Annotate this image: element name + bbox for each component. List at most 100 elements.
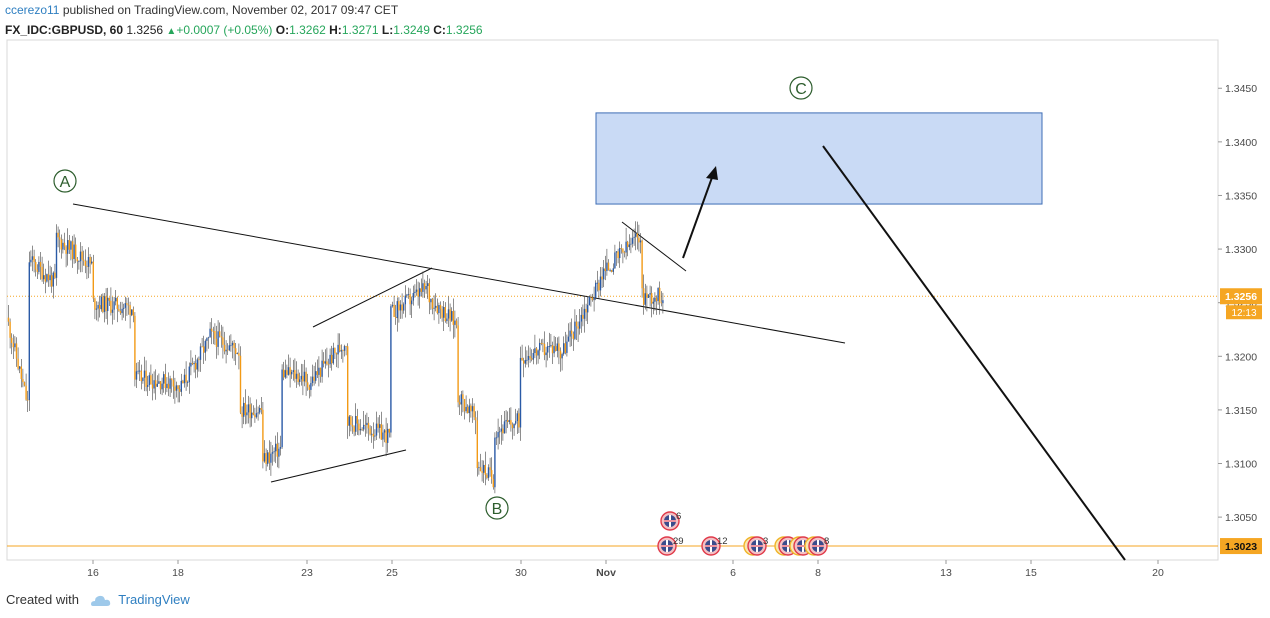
- candle-body: [403, 304, 405, 311]
- candle-body: [270, 453, 272, 463]
- candle-body: [68, 240, 70, 250]
- candle-body: [204, 340, 206, 353]
- candle-body: [299, 379, 301, 383]
- candle-body: [300, 375, 302, 380]
- candle-body: [534, 348, 536, 354]
- countdown-tag: [1226, 305, 1262, 320]
- candle-body: [44, 275, 46, 282]
- y-tick-label: 1.3400: [1225, 137, 1257, 149]
- candle-body: [155, 380, 157, 387]
- candle-body: [318, 367, 320, 375]
- event-count-label: 29: [673, 536, 684, 547]
- candle-body: [380, 424, 382, 440]
- trend-line: [312, 267, 433, 328]
- candle-body: [631, 237, 634, 244]
- candle-body: [167, 383, 170, 389]
- candle-body: [22, 379, 24, 383]
- candle-body: [339, 344, 341, 352]
- candle-body: [423, 283, 426, 290]
- low-value: 1.3249: [393, 23, 430, 37]
- candle-body: [175, 385, 178, 391]
- candle-body: [574, 321, 576, 339]
- candle-body: [15, 343, 18, 359]
- candle-body: [164, 374, 166, 389]
- candle-body: [510, 420, 512, 425]
- x-tick-label: 20: [1152, 567, 1164, 579]
- candle-body: [358, 423, 360, 431]
- candle-body: [284, 370, 286, 378]
- candle-body: [494, 437, 496, 488]
- candle-body: [116, 297, 118, 310]
- candle-body: [28, 262, 30, 401]
- candle-body: [286, 370, 288, 375]
- candle-body: [572, 333, 574, 339]
- candle-body: [484, 464, 486, 475]
- author-link[interactable]: ccerezo11: [5, 3, 60, 17]
- candle-body: [427, 283, 429, 287]
- candle-body: [244, 402, 246, 416]
- candle-body: [119, 310, 122, 314]
- plot-border: [6, 39, 1219, 561]
- candle-body: [630, 243, 632, 245]
- candle-body: [147, 385, 149, 387]
- candle-body: [187, 382, 189, 383]
- candle-body: [396, 301, 398, 319]
- candle-body: [47, 274, 50, 281]
- y-tick-label: 1.3050: [1225, 512, 1257, 524]
- x-tick-label: Nov: [596, 567, 616, 579]
- candle-body: [207, 337, 210, 339]
- candle-body: [503, 421, 506, 434]
- candle-body: [278, 448, 280, 457]
- candle-body: [515, 421, 517, 424]
- candle-body: [443, 307, 445, 318]
- candle-body: [575, 321, 578, 327]
- candle-body: [470, 405, 472, 412]
- candle-body: [123, 307, 125, 309]
- candle-body: [660, 302, 662, 304]
- candle-body: [559, 350, 562, 359]
- candle-body: [535, 348, 538, 356]
- candle-body: [319, 367, 322, 377]
- candle-body: [92, 261, 94, 299]
- y-tick-label: 1.3350: [1225, 190, 1257, 202]
- candle-body: [63, 242, 66, 247]
- candle-body: [495, 437, 498, 439]
- candle-body: [540, 342, 542, 344]
- candle-body: [230, 345, 232, 347]
- x-tick-label: 25: [386, 567, 398, 579]
- candle-body: [433, 307, 435, 309]
- candle-body: [65, 246, 67, 254]
- candle-body: [579, 321, 581, 329]
- candle-body: [243, 402, 245, 417]
- candle-body: [654, 297, 656, 302]
- candle-body: [502, 428, 504, 434]
- trend-line: [621, 221, 687, 272]
- candle-body: [193, 362, 195, 365]
- candle-body: [156, 383, 158, 387]
- candle-body: [657, 287, 659, 302]
- candle-body: [651, 293, 653, 304]
- candle-body: [438, 305, 440, 314]
- candle-body: [377, 423, 379, 428]
- candle-body: [247, 404, 250, 413]
- candle-body: [316, 371, 318, 375]
- candle-body: [508, 420, 510, 422]
- wave-label-circle: [53, 169, 77, 193]
- arrow-head-icon: [706, 166, 718, 180]
- candle-body: [54, 272, 56, 278]
- candle-body: [615, 251, 618, 253]
- close-label: C:: [433, 23, 446, 37]
- candle-body: [267, 452, 269, 464]
- candle-body: [623, 252, 626, 254]
- candle-body: [518, 413, 520, 428]
- candle-body: [172, 380, 174, 387]
- candle-body: [585, 308, 587, 313]
- tradingview-brand-link[interactable]: TradingView: [118, 592, 190, 607]
- candle-body: [212, 331, 214, 332]
- candle-body: [564, 343, 566, 353]
- candle-body: [447, 309, 450, 319]
- publish-info: ccerezo11 published on TradingView.com, …: [5, 2, 398, 18]
- footer: Created with TradingView: [6, 592, 190, 608]
- candle-body: [644, 293, 646, 305]
